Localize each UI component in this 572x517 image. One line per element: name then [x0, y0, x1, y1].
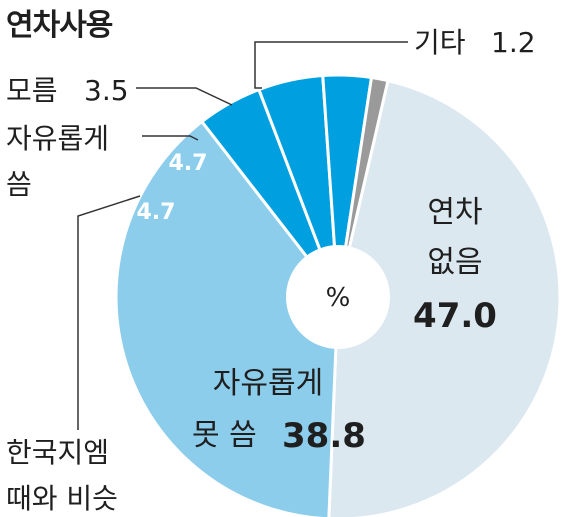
slice-not-free — [114, 119, 340, 517]
label-not-free-line2: 못 씀 — [192, 418, 257, 453]
label-other: 기타 — [414, 26, 466, 59]
leader-similar — [77, 195, 141, 430]
label-similar-line2: 때와 비슷 — [6, 482, 118, 515]
unit-label: % — [326, 283, 351, 313]
value-no-leave: 47.0 — [413, 296, 497, 336]
leader-free — [142, 135, 199, 141]
label-no-leave-line2: 없음 — [427, 245, 482, 280]
label-no-leave-line1: 연차 — [427, 195, 482, 230]
label-free-line1: 자유롭게 — [6, 122, 109, 155]
chart-title: 연차사용 — [6, 8, 113, 43]
value-free: 4.7 — [169, 151, 208, 176]
leader-unknown — [136, 87, 233, 106]
value-similar: 4.7 — [137, 200, 176, 225]
label-similar-line1: 한국지엠 — [6, 436, 109, 469]
slice-other — [336, 75, 390, 298]
value-other: 1.2 — [491, 26, 536, 59]
slice-no-leave — [327, 78, 562, 517]
label-unknown: 모름 — [6, 74, 58, 107]
value-unknown: 3.5 — [84, 74, 129, 107]
label-free-line2: 씀 — [6, 168, 32, 201]
donut-hole — [286, 245, 390, 349]
label-not-free-line1: 자유롭게 — [213, 366, 323, 401]
leader-other — [254, 41, 408, 89]
value-not-free: 38.8 — [282, 416, 366, 456]
